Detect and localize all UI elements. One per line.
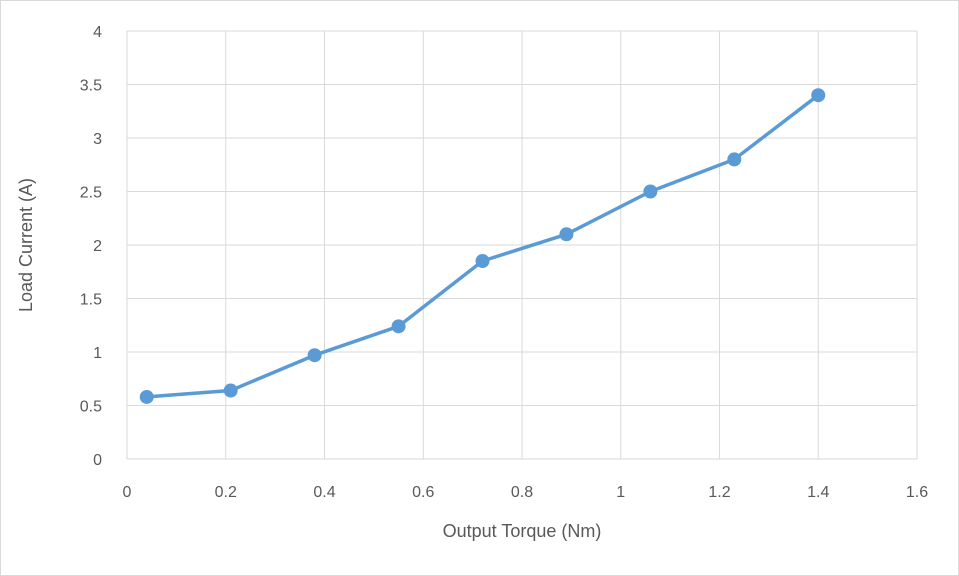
y-tick-label: 2 <box>93 238 102 255</box>
data-point <box>391 319 406 334</box>
y-tick-label: 3 <box>93 131 102 148</box>
data-point <box>643 184 658 199</box>
x-tick-label: 0 <box>123 484 132 501</box>
x-tick-label: 1.2 <box>708 484 730 501</box>
y-tick-label: 1 <box>93 345 102 362</box>
x-tick-label: 1 <box>616 484 625 501</box>
x-tick-label: 0.2 <box>215 484 237 501</box>
data-series <box>139 88 826 404</box>
data-point <box>223 383 238 398</box>
x-axis-title: Output Torque (Nm) <box>443 521 602 541</box>
x-tick-label: 0.6 <box>412 484 434 501</box>
y-tick-label: 0.5 <box>80 399 102 416</box>
x-axis-ticks: 0 0.2 0.4 0.6 0.8 1 1.2 1.4 1.6 <box>123 484 929 501</box>
data-point <box>559 227 574 242</box>
x-tick-label: 1.4 <box>807 484 829 501</box>
data-point <box>139 389 154 404</box>
y-axis-title: Load Current (A) <box>16 178 36 312</box>
y-tick-label: 3.5 <box>80 78 102 95</box>
data-point <box>307 348 322 363</box>
y-tick-label: 4 <box>93 24 102 41</box>
x-tick-label: 0.8 <box>511 484 533 501</box>
data-point <box>811 88 826 103</box>
y-tick-label: 0 <box>93 452 102 469</box>
data-point <box>727 152 742 167</box>
x-tick-label: 1.6 <box>906 484 928 501</box>
gridlines <box>126 30 918 460</box>
y-tick-label: 2.5 <box>80 185 102 202</box>
data-point <box>475 254 490 269</box>
y-axis-ticks: 0 0.5 1 1.5 2 2.5 3 3.5 4 <box>80 24 102 469</box>
y-tick-label: 1.5 <box>80 292 102 309</box>
x-tick-label: 0.4 <box>313 484 335 501</box>
